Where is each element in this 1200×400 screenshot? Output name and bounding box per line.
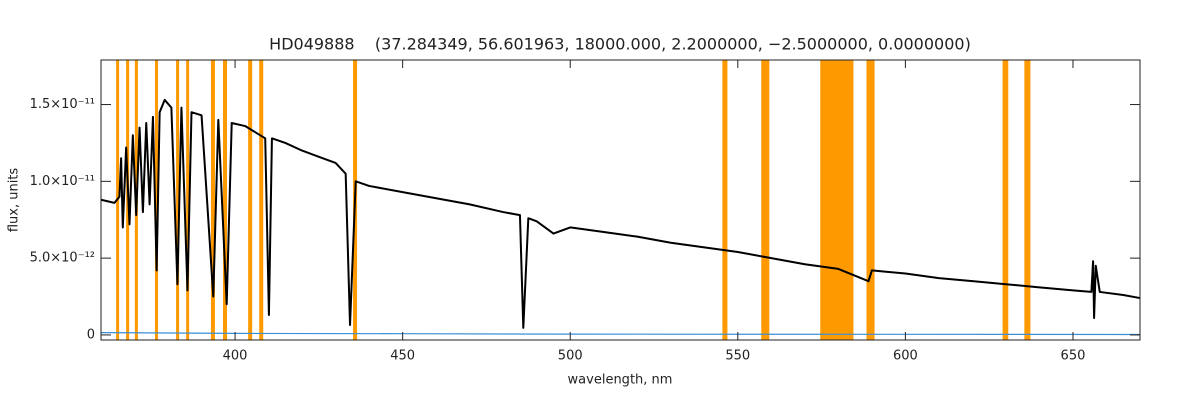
x-tick-label: 500 [558,349,583,364]
mask-band [866,60,875,340]
y-tick-label: 5.0×10⁻¹² [30,251,95,266]
x-tick-label: 650 [1061,349,1086,364]
x-tick-label: 450 [390,349,415,364]
mask-band [722,60,728,340]
x-tick-label: 600 [893,349,918,364]
mask-band [761,60,770,340]
plot-frame [100,59,1141,341]
spectrum-line [100,98,1141,329]
chart-title: HD049888 (37.284349, 56.601963, 18000.00… [269,35,971,54]
y-tick-label: 0 [87,327,95,342]
y-tick-label: 1.5×10⁻¹¹ [30,97,95,112]
mask-band [186,60,190,340]
x-tick-label: 400 [223,349,248,364]
x-tick-label: 550 [725,349,750,364]
mask-bands [116,60,1031,340]
mask-band [222,60,228,340]
mask-band [1024,60,1031,340]
spectrum-line [100,332,1141,336]
mask-band [210,60,215,340]
mask-band [820,60,854,340]
series-lines [100,98,1141,336]
x-axis-label: wavelength, nm [568,373,673,388]
mask-band [176,60,180,340]
y-tick-label: 1.0×10⁻¹¹ [30,174,95,189]
mask-band [1002,60,1009,340]
mask-band [248,60,253,340]
axes: 400 450 500 550 600 650 0 5.0×10⁻¹² 1.0×10⁻¹¹ 1.5… [30,60,1140,364]
mask-band [154,60,158,340]
y-axis-label: flux, units [7,168,22,233]
mask-band [259,60,264,340]
